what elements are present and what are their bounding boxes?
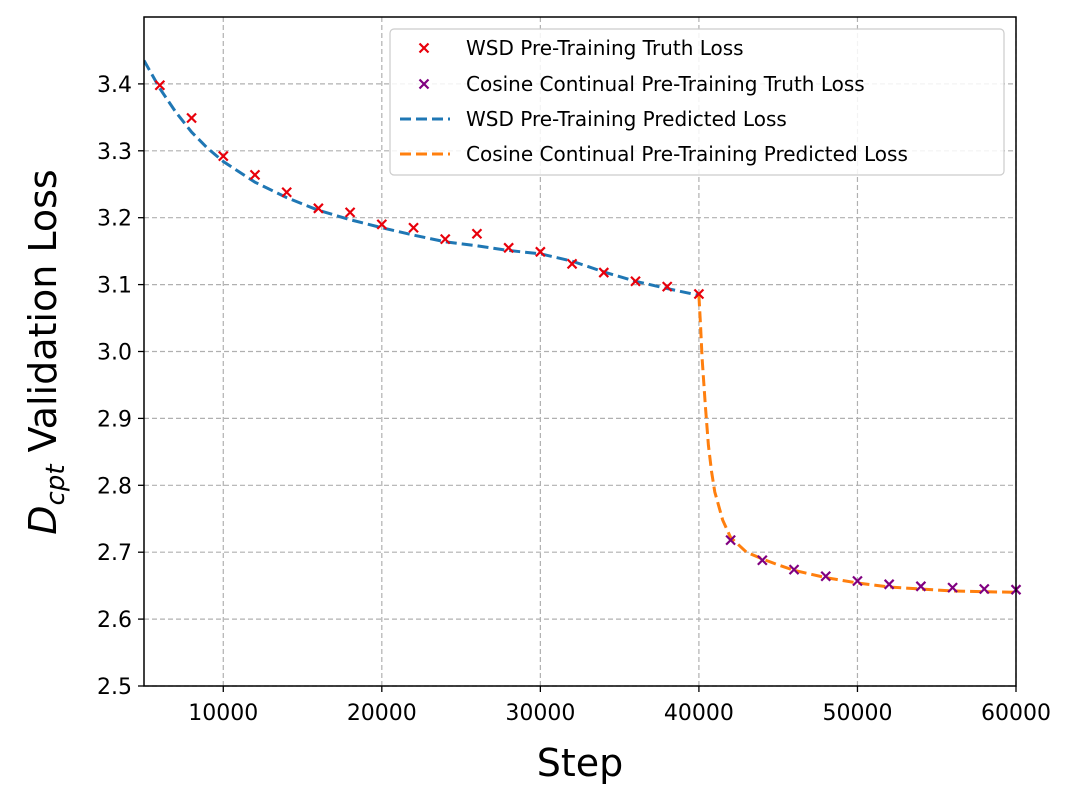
cosine-continual-pre-training-truth-loss-point (852, 575, 863, 587)
y-tick-label: 2.9 (97, 407, 132, 432)
wsd-pre-training-truth-loss-point (630, 275, 641, 287)
x-tick-label: 10000 (188, 701, 258, 726)
marker-stroke (186, 112, 197, 124)
wsd-pre-training-truth-loss-point (535, 246, 546, 258)
wsd-pre-training-truth-loss-point (503, 242, 514, 254)
wsd-pre-training-truth-loss-point (313, 203, 324, 214)
marker-stroke (439, 233, 451, 245)
wsd-pre-training-truth-loss-point (217, 150, 229, 162)
cosine-continual-pre-training-truth-loss-point (915, 581, 927, 592)
marker-stroke (883, 579, 895, 590)
wsd-pre-training-truth-loss-point (566, 258, 578, 270)
wsd-pre-training-truth-loss-point (344, 207, 356, 218)
marker-stroke (693, 288, 705, 300)
marker-stroke (418, 42, 430, 54)
cosine-continual-pre-training-truth-loss-point (788, 564, 800, 575)
marker-stroke (757, 554, 768, 566)
cosine-continual-pre-training-truth-loss-point (979, 583, 990, 595)
y-axis-label-text: Validation Loss (21, 169, 65, 464)
y-axis-label: Dcpt Validation Loss (21, 169, 71, 534)
marker-stroke (788, 564, 800, 575)
marker-stroke (503, 242, 514, 254)
cosine-continual-pre-training-predicted-loss-line (697, 295, 1016, 594)
marker-stroke (376, 219, 388, 230)
x-tick-label: 40000 (664, 701, 734, 726)
marker-stroke (471, 228, 483, 240)
y-tick-label: 3.4 (97, 73, 132, 98)
legend-swatch-cosine-continual-pre-training-truth-loss (418, 78, 430, 90)
marker-stroke (852, 575, 863, 587)
marker-stroke (725, 534, 736, 546)
y-tick-label: 2.6 (97, 608, 132, 633)
wsd-pre-training-predicted-loss-line (144, 59, 700, 297)
legend-box (389, 28, 1005, 176)
x-axis-label: Step (537, 741, 624, 785)
marker-stroke (281, 187, 292, 198)
y-tick-label: 2.5 (97, 675, 132, 700)
marker-stroke (418, 78, 430, 90)
marker-stroke (344, 207, 356, 218)
cosine-continual-pre-training-truth-loss-point (725, 534, 736, 546)
marker-stroke (979, 583, 990, 595)
wsd-pre-training-truth-loss-point (186, 112, 197, 124)
x-tick-label: 20000 (347, 701, 417, 726)
wsd-pre-training-truth-loss-point (661, 281, 673, 292)
legend: WSD Pre-Training Truth Loss Cosine Contin… (389, 28, 1005, 176)
marker-stroke (535, 246, 546, 258)
cosine-continual-pre-training-truth-loss-point (883, 579, 895, 590)
wsd-pre-training-truth-loss-point (693, 288, 705, 300)
y-tick-label: 3.3 (97, 140, 132, 165)
wsd-pre-training-truth-loss-point (154, 79, 166, 91)
marker-stroke (630, 275, 641, 287)
marker-stroke (661, 281, 673, 292)
wsd-pre-training-truth-loss-point (598, 267, 610, 278)
marker-stroke (154, 79, 166, 91)
legend-label: Cosine Continual Pre-Training Predicted … (466, 142, 908, 166)
x-tick-label: 50000 (822, 701, 892, 726)
marker-stroke (566, 258, 578, 270)
wsd-pre-training-truth-loss-point (249, 169, 261, 181)
y-tick-label: 3.1 (97, 274, 132, 299)
marker-stroke (598, 267, 610, 278)
plot-area (144, 59, 1022, 595)
legend-items: WSD Pre-Training Truth Loss Cosine Contin… (400, 36, 908, 166)
marker-stroke (217, 150, 229, 162)
marker-stroke (915, 581, 927, 592)
wsd-pre-training-truth-loss-point (471, 228, 483, 240)
y-tick-label: 2.8 (97, 474, 132, 499)
wsd-pre-training-truth-loss-point (439, 233, 451, 245)
marker-stroke (408, 222, 419, 234)
legend-label: Cosine Continual Pre-Training Truth Loss (466, 72, 865, 96)
wsd-pre-training-truth-loss-point (376, 219, 388, 230)
y-tick-label: 3.2 (97, 207, 132, 232)
y-tick-label: 2.7 (97, 541, 132, 566)
legend-label: WSD Pre-Training Truth Loss (466, 36, 744, 60)
y-axis-label-subscript: cpt (41, 464, 71, 506)
y-tick-label: 3.0 (97, 341, 132, 366)
y-axis-label-symbol: D (21, 505, 65, 534)
wsd-pre-training-truth-loss-point (408, 222, 419, 234)
legend-swatch-wsd-pre-training-truth-loss (418, 42, 430, 54)
legend-label: WSD Pre-Training Predicted Loss (466, 107, 787, 131)
cosine-continual-pre-training-truth-loss-point (947, 582, 958, 593)
marker-stroke (249, 169, 261, 181)
wsd-pre-training-truth-loss-point (281, 187, 292, 198)
marker-stroke (820, 571, 832, 582)
cosine-continual-pre-training-truth-loss-point (820, 571, 832, 582)
marker-stroke (947, 582, 958, 593)
x-tick-label: 30000 (505, 701, 575, 726)
marker-stroke (313, 203, 324, 214)
axis-ticks: 10000 20000 30000 40000 50000 60000 2.5 2.6 2.7 2… (97, 73, 1051, 726)
x-tick-label: 60000 (981, 701, 1051, 726)
cosine-continual-pre-training-truth-loss-point (757, 554, 768, 566)
